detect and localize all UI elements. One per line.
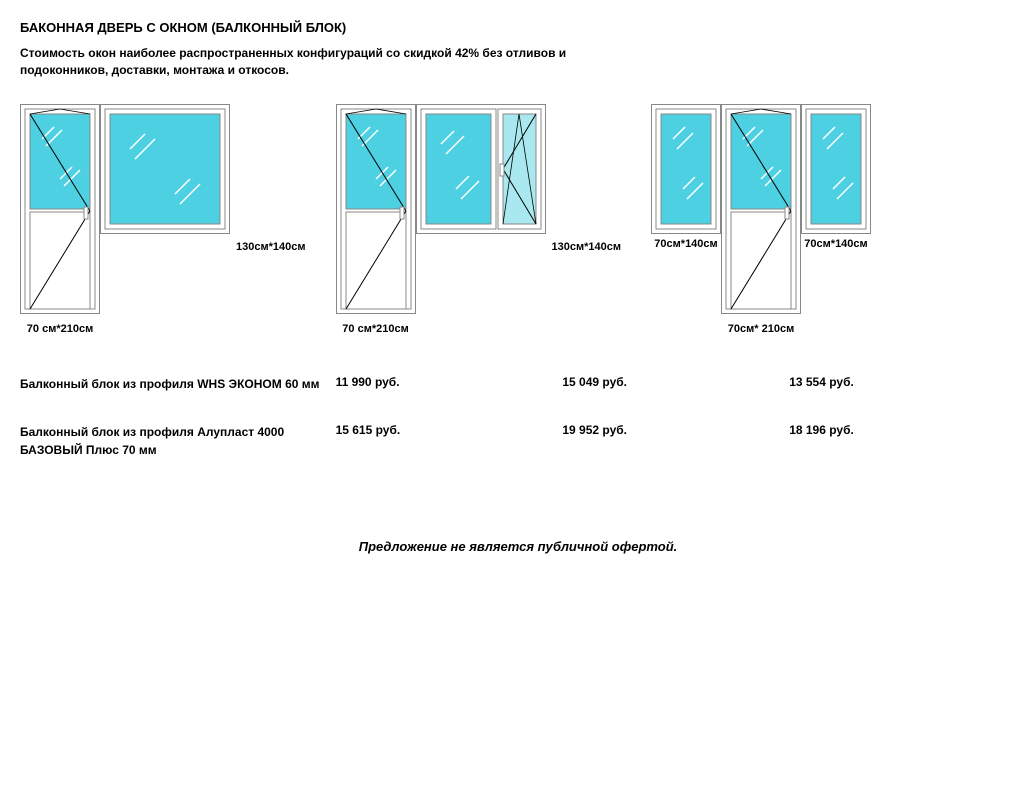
left-window-dimension: 70см*140см	[651, 238, 721, 250]
page-title: БАКОННАЯ ДВЕРЬ С ОКНОМ (БАЛКОННЫЙ БЛОК)	[20, 20, 1016, 35]
table-row: Балконный блок из профиля WHS ЭКОНОМ 60 …	[20, 375, 1016, 393]
right-window-drawing: 70см*140см	[801, 104, 871, 250]
disclaimer-text: Предложение не является публичной оферто…	[20, 539, 1016, 554]
page-subtitle: Стоимость окон наиболее распространенных…	[20, 45, 620, 79]
price-cell: 15 049 руб.	[562, 375, 789, 389]
window-drawing	[100, 104, 230, 239]
window-dimension: 130см*140см	[236, 241, 306, 253]
center-door-dimension: 70см* 210см	[721, 323, 801, 335]
left-window-drawing: 70см*140см	[651, 104, 721, 250]
price-cell: 15 615 руб.	[336, 423, 563, 437]
configurations-row: 70 см*210см 130см*140см	[20, 104, 1016, 335]
center-door-drawing: 70см* 210см	[721, 104, 801, 335]
config-1: 70 см*210см 130см*140см	[20, 104, 306, 335]
config-3: 70см*140см	[651, 104, 871, 335]
price-cell: 18 196 руб.	[789, 423, 1016, 437]
window-dimension: 130см*140см	[552, 241, 622, 253]
price-cell: 19 952 руб.	[562, 423, 789, 437]
profile-name: Балконный блок из профиля WHS ЭКОНОМ 60 …	[20, 375, 336, 393]
door-drawing: 70 см*210см	[336, 104, 416, 335]
price-table: Балконный блок из профиля WHS ЭКОНОМ 60 …	[20, 375, 1016, 459]
price-cell: 13 554 руб.	[789, 375, 1016, 389]
profile-name: Балконный блок из профиля Алупласт 4000 …	[20, 423, 336, 459]
door-dimension: 70 см*210см	[336, 323, 416, 335]
window-drawing	[416, 104, 546, 239]
right-window-dimension: 70см*140см	[801, 238, 871, 250]
door-drawing: 70 см*210см	[20, 104, 100, 335]
table-row: Балконный блок из профиля Алупласт 4000 …	[20, 423, 1016, 459]
door-dimension: 70 см*210см	[20, 323, 100, 335]
config-2: 70 см*210см	[336, 104, 622, 335]
price-cell: 11 990 руб.	[336, 375, 563, 389]
